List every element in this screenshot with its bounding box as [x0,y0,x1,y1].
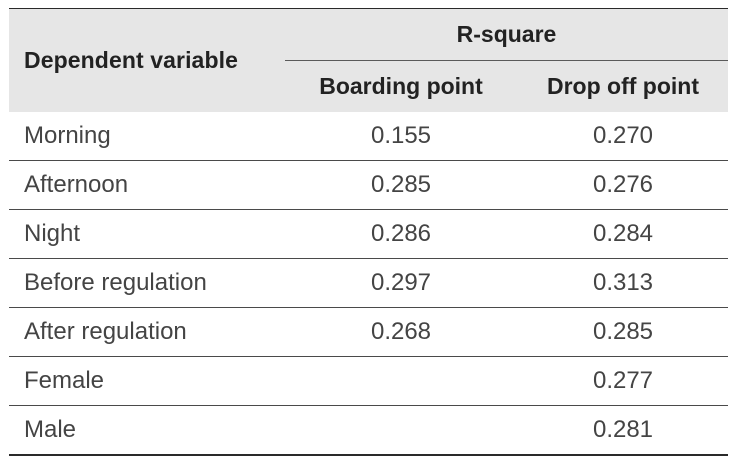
table-row: Female 0.277 [9,357,728,406]
row-label: Before regulation [24,269,207,296]
boarding-point-header: Boarding point [319,73,483,99]
boarding-value [301,406,501,454]
dropoff-value: 0.281 [592,416,654,443]
table-row: Morning 0.155 0.270 [9,112,728,161]
table-row: Male 0.281 [9,406,728,456]
table-row: Before regulation 0.297 0.313 [9,259,728,308]
table-header: Dependent variable R-square Boarding poi… [9,8,728,112]
dropoff-value: 0.277 [592,367,654,394]
dependent-variable-header: Dependent variable [24,47,238,73]
r-square-table: Dependent variable R-square Boarding poi… [9,8,728,456]
table-row: Night 0.286 0.284 [9,210,728,259]
dropoff-value: 0.284 [592,220,654,247]
boarding-value: 0.297 [370,269,432,296]
table-row: Afternoon 0.285 0.276 [9,161,728,210]
boarding-value: 0.268 [370,318,432,345]
table-row: After regulation 0.268 0.285 [9,308,728,357]
dropoff-value: 0.270 [592,122,654,149]
boarding-value: 0.155 [370,122,432,149]
dropoff-value: 0.276 [592,171,654,198]
boarding-value: 0.286 [370,220,432,247]
r-square-group-header: R-square [285,9,728,61]
row-label: Night [24,220,81,247]
boarding-value: 0.285 [370,171,432,198]
row-label: Female [24,367,105,394]
dropoff-value: 0.313 [592,269,654,296]
row-label: Afternoon [24,171,129,198]
drop-off-point-header: Drop off point [546,73,699,99]
row-label: Morning [24,122,111,149]
row-label: After regulation [24,318,187,345]
row-label: Male [24,416,77,443]
dropoff-value: 0.285 [592,318,654,345]
boarding-value [301,357,501,405]
